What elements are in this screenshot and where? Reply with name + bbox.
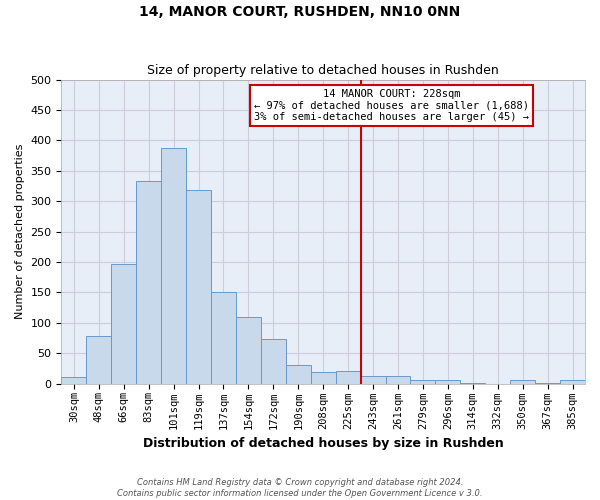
Bar: [261, 338, 286, 384]
Bar: [510, 380, 535, 384]
Text: 14, MANOR COURT, RUSHDEN, NN10 0NN: 14, MANOR COURT, RUSHDEN, NN10 0NN: [139, 5, 461, 19]
Bar: [361, 376, 386, 384]
Bar: [535, 383, 560, 384]
Bar: [61, 378, 86, 384]
Title: Size of property relative to detached houses in Rushden: Size of property relative to detached ho…: [148, 64, 499, 77]
Bar: [410, 380, 436, 384]
Bar: [136, 181, 161, 384]
Bar: [386, 376, 410, 384]
Bar: [286, 364, 311, 384]
Bar: [436, 380, 460, 384]
Bar: [236, 316, 261, 384]
Bar: [335, 372, 361, 384]
Bar: [161, 148, 186, 384]
Bar: [86, 336, 111, 384]
Bar: [311, 372, 335, 384]
X-axis label: Distribution of detached houses by size in Rushden: Distribution of detached houses by size …: [143, 437, 503, 450]
Bar: [111, 264, 136, 384]
Y-axis label: Number of detached properties: Number of detached properties: [15, 144, 25, 319]
Text: Contains HM Land Registry data © Crown copyright and database right 2024.
Contai: Contains HM Land Registry data © Crown c…: [117, 478, 483, 498]
Text: 14 MANOR COURT: 228sqm
← 97% of detached houses are smaller (1,688)
3% of semi-d: 14 MANOR COURT: 228sqm ← 97% of detached…: [254, 88, 529, 122]
Bar: [211, 292, 236, 384]
Bar: [560, 380, 585, 384]
Bar: [460, 383, 485, 384]
Bar: [186, 190, 211, 384]
